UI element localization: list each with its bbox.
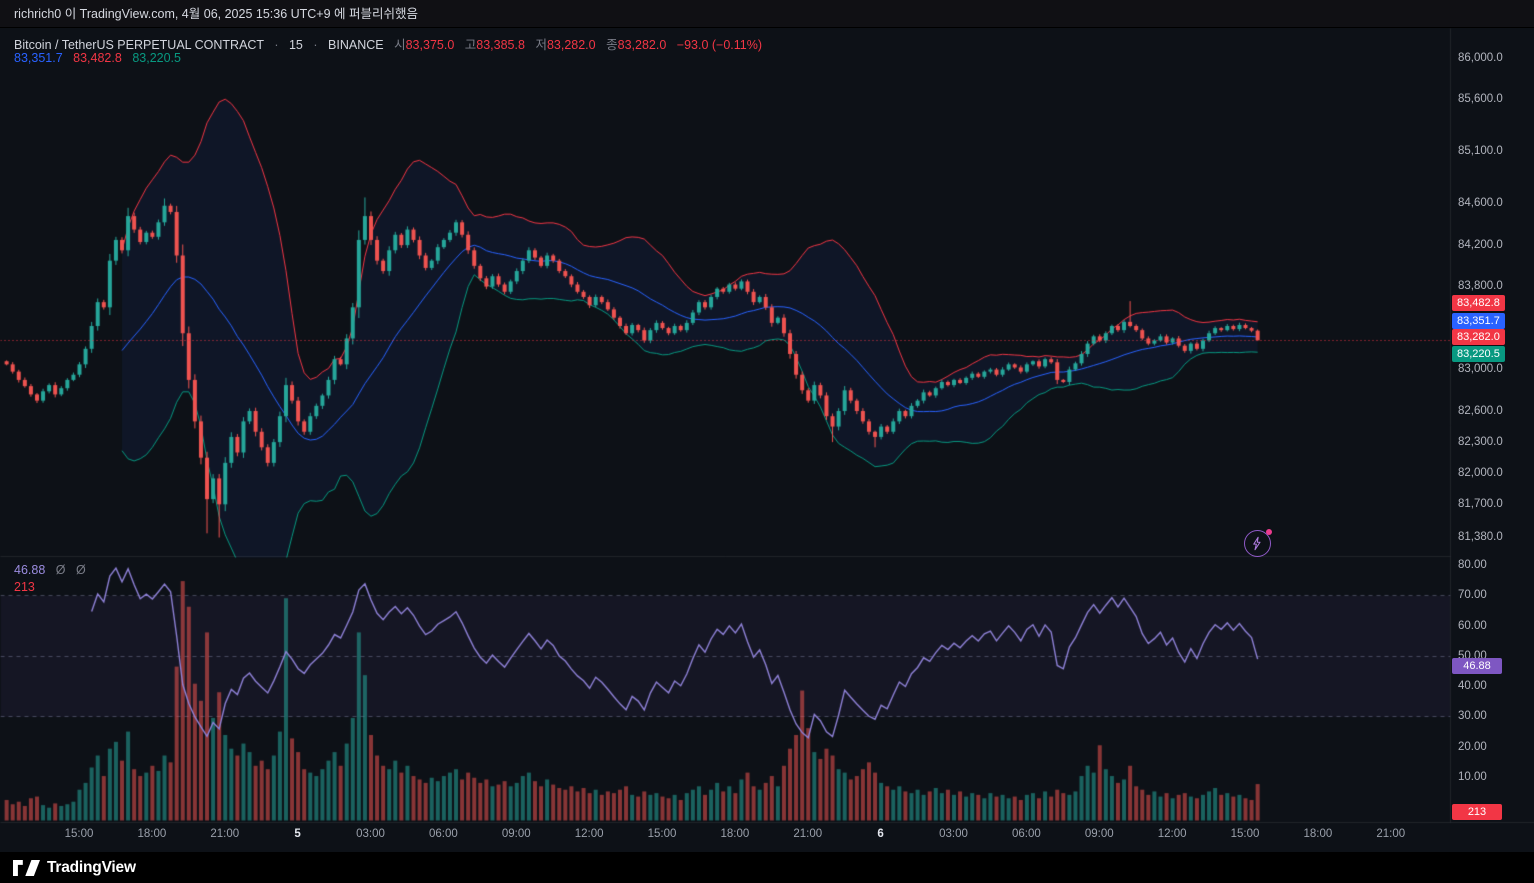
time-tick: 6 xyxy=(877,828,884,840)
main-legend: Bitcoin / TetherUS PERPETUAL CONTRACT · … xyxy=(14,34,762,53)
ohlc-close-label: 종 xyxy=(606,38,618,52)
time-tick: 03:00 xyxy=(356,828,385,840)
rsi-tick: 80.00 xyxy=(1458,559,1487,571)
time-tick: 18:00 xyxy=(720,828,750,840)
price-tick: 81,700.0 xyxy=(1458,497,1503,510)
rsi-tick: 70.00 xyxy=(1458,589,1487,602)
time-axis[interactable]: 15:00 18:00 21:00 5 03:00 06:00 09:00 12:00 15:0… xyxy=(0,822,1534,852)
publish-info-bar: richrich0 이 TradingView.com, 4월 06, 2025… xyxy=(0,0,1534,28)
ohlc-low-label: 저 xyxy=(535,38,547,52)
time-tick: 15:00 xyxy=(64,828,94,840)
bb-lower-price-badge: 83,220.5 xyxy=(1452,346,1505,362)
price-tick: 81,380.0 xyxy=(1458,531,1503,543)
bb-basis-value: 83,351.7 xyxy=(14,51,63,65)
time-tick: 21:00 xyxy=(1376,828,1406,840)
time-tick: 06:00 xyxy=(428,828,458,840)
price-tick: 85,100.0 xyxy=(1458,145,1503,158)
ohlc-open-value: 83,375.0 xyxy=(405,38,455,52)
price-tick: 84,600.0 xyxy=(1458,197,1503,210)
price-tick: 84,200.0 xyxy=(1458,238,1503,251)
ohlc-low-value: 83,282.0 xyxy=(546,38,596,52)
time-tick: 18:00 xyxy=(1303,828,1333,840)
rsi-tick: 60.00 xyxy=(1458,619,1487,632)
empty-set-icon: Ø xyxy=(55,563,66,577)
price-axis[interactable]: 86,000.0 85,600.0 85,100.0 84,600.0 84,200.0… xyxy=(1450,28,1534,852)
time-tick: 12:00 xyxy=(1157,828,1187,840)
time-tick: 5 xyxy=(294,828,301,840)
ohlc-close-value: 83,282.0 xyxy=(617,38,667,52)
publish-info-text: richrich0 이 TradingView.com, 4월 06, 2025… xyxy=(14,7,419,21)
ohlc-open-label: 시 xyxy=(394,38,406,52)
bb-upper-price-badge: 83,482.8 xyxy=(1452,295,1505,311)
chart-canvas[interactable] xyxy=(0,28,1534,852)
time-tick: 09:00 xyxy=(1084,828,1114,840)
bb-basis-price-badge: 83,351.7 xyxy=(1452,313,1505,329)
change-value: −93.0 (−0.11%) xyxy=(676,38,763,52)
rsi-tick: 40.00 xyxy=(1458,680,1487,693)
volume-legend: 213 xyxy=(14,580,35,594)
time-tick: 21:00 xyxy=(793,828,823,840)
volume-value: 213 xyxy=(14,580,35,594)
rsi-tick: 10.00 xyxy=(1458,771,1487,784)
time-tick: 15:00 xyxy=(647,828,677,840)
bollinger-legend: 83,351.7 83,482.8 83,220.5 xyxy=(14,51,181,65)
bb-lower-value: 83,220.5 xyxy=(132,51,181,65)
rsi-value-badge: 46.88 xyxy=(1452,658,1502,674)
time-tick: 06:00 xyxy=(1011,828,1041,840)
time-tick: 18:00 xyxy=(137,828,167,840)
time-tick: 12:00 xyxy=(574,828,604,840)
price-tick: 82,000.0 xyxy=(1458,466,1503,479)
rsi-legend: 46.88 Ø Ø xyxy=(14,563,86,577)
lightning-icon xyxy=(1253,536,1261,551)
ohlc-high-value: 83,385.8 xyxy=(476,38,525,52)
tradingview-wordmark[interactable]: TradingView xyxy=(47,858,136,876)
ohlc-high-label: 고 xyxy=(464,38,477,52)
price-tick: 85,600.0 xyxy=(1458,93,1503,106)
price-tick: 82,600.0 xyxy=(1458,404,1503,417)
time-tick: 15:00 xyxy=(1230,828,1260,840)
rsi-tick: 30.00 xyxy=(1458,710,1487,723)
price-tick: 83,800.0 xyxy=(1458,280,1503,293)
rsi-tick: 20.00 xyxy=(1458,740,1487,753)
volume-value-badge: 213 xyxy=(1452,804,1502,820)
price-tick: 86,000.0 xyxy=(1458,52,1503,64)
bb-upper-value: 83,482.8 xyxy=(73,51,122,65)
exchange-label[interactable]: BINANCE xyxy=(328,38,384,52)
price-tick: 83,000.0 xyxy=(1458,363,1503,376)
footer-bar: TradingView xyxy=(0,852,1534,883)
boost-button[interactable] xyxy=(1244,530,1271,557)
price-tick: 82,300.0 xyxy=(1458,435,1503,448)
legend-separator: · xyxy=(274,38,279,52)
notification-dot-icon xyxy=(1266,529,1272,535)
interval-label[interactable]: 15 xyxy=(288,38,303,52)
symbol-title[interactable]: Bitcoin / TetherUS PERPETUAL CONTRACT xyxy=(14,38,264,52)
empty-set-icon: Ø xyxy=(75,563,86,577)
time-tick: 03:00 xyxy=(939,828,968,840)
time-tick: 21:00 xyxy=(210,828,240,840)
legend-separator: · xyxy=(313,38,318,52)
tradingview-logo-icon[interactable] xyxy=(13,859,40,876)
time-tick: 09:00 xyxy=(501,828,531,840)
rsi-value: 46.88 xyxy=(14,563,46,577)
last-price-badge: 83,282.0 xyxy=(1452,329,1505,345)
